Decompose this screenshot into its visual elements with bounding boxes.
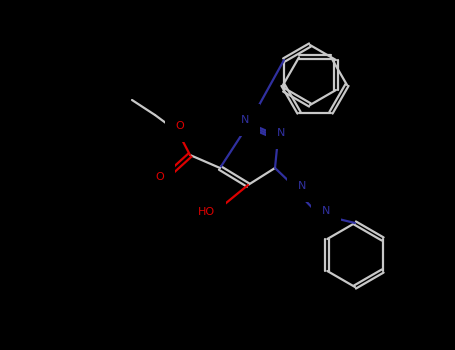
Text: N: N (298, 181, 306, 191)
Text: N: N (277, 128, 285, 138)
Text: N: N (322, 206, 330, 216)
Text: HO: HO (197, 207, 215, 217)
Text: O: O (156, 172, 164, 182)
Text: O: O (176, 121, 184, 131)
Text: N: N (241, 115, 249, 125)
